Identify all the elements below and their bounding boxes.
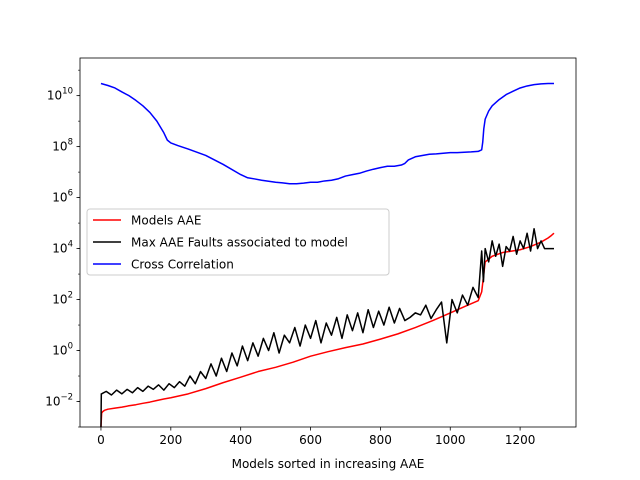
- y-tick-label: 104: [52, 240, 73, 256]
- legend: Models AAE Max AAE Faults associated to m…: [86, 208, 390, 276]
- y-tick-label: 106: [52, 189, 73, 205]
- x-tick-label: 600: [299, 433, 322, 447]
- x-tick-label: 1000: [435, 433, 466, 447]
- x-tick-label: 800: [369, 433, 392, 447]
- y-tick-base: 10: [52, 191, 67, 205]
- x-tick-label: 1200: [505, 433, 536, 447]
- plot-frame: [79, 57, 577, 428]
- series-line-2: [100, 82, 554, 185]
- y-tick-exponent: 10: [62, 87, 73, 97]
- y-tick-base: 10: [52, 140, 67, 154]
- y-tick-label: 102: [52, 291, 73, 307]
- y-tick-label: 100: [52, 342, 73, 358]
- y-tick-base: 10: [45, 395, 60, 409]
- legend-label-1: Max AAE Faults associated to model: [131, 236, 348, 250]
- x-axis-ticks: 0 200 400 600 800 1000 1200: [97, 427, 535, 447]
- y-tick-exponent: −2: [60, 393, 73, 403]
- x-tick-label: 0: [97, 433, 105, 447]
- series-layer: [100, 82, 555, 427]
- y-tick-base: 10: [52, 293, 67, 307]
- y-tick-base: 10: [52, 344, 67, 358]
- series-line-0: [100, 232, 555, 427]
- y-tick-exponent: 0: [68, 342, 73, 352]
- y-tick-exponent: 4: [68, 240, 73, 250]
- series-line-1: [100, 228, 554, 427]
- legend-label-0: Models AAE: [131, 214, 201, 228]
- y-tick-label: 108: [52, 138, 73, 154]
- legend-box: [86, 208, 390, 276]
- y-tick-exponent: 8: [68, 138, 73, 148]
- x-tick-label: 400: [229, 433, 252, 447]
- y-tick-label: 10−2: [45, 393, 73, 409]
- legend-label-2: Cross Correlation: [131, 258, 234, 272]
- y-tick-base: 10: [47, 89, 62, 103]
- y-tick-label: 1010: [47, 87, 73, 103]
- y-tick-exponent: 6: [68, 189, 73, 199]
- x-axis-label: Models sorted in increasing AAE: [232, 457, 425, 471]
- y-tick-exponent: 2: [68, 291, 73, 301]
- x-tick-label: 200: [159, 433, 182, 447]
- y-tick-base: 10: [52, 242, 67, 256]
